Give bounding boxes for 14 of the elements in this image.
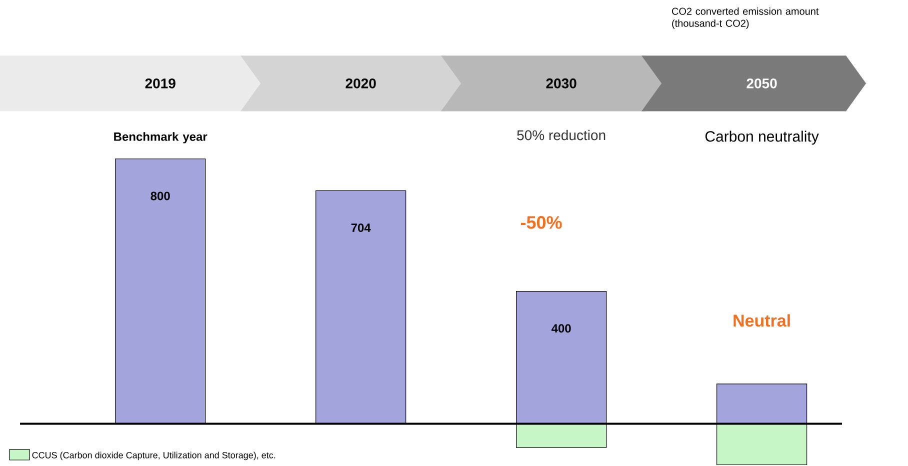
annotation: -50%: [520, 216, 562, 229]
data-label: 400: [551, 324, 571, 333]
annotation: Neutral: [734, 314, 790, 327]
legend-label: CCUS (Carbon dioxide Capture, Utilization and Storage), etc.: [32, 452, 276, 460]
x-tick-label: 2020: [346, 78, 376, 88]
text: Benchmark year: [114, 132, 208, 144]
text: CO2 converted emission amount (thousand-t CO2): [672, 8, 819, 29]
text: Carbon neutrality: [705, 130, 819, 145]
x-tick-label: 2030: [546, 78, 576, 88]
text: 50% reduction: [517, 130, 606, 140]
data-label: 800: [150, 192, 170, 200]
data-label: 704: [351, 223, 371, 232]
x-tick-label: 2019: [145, 78, 176, 88]
x-tick-label: 2050: [746, 78, 777, 88]
